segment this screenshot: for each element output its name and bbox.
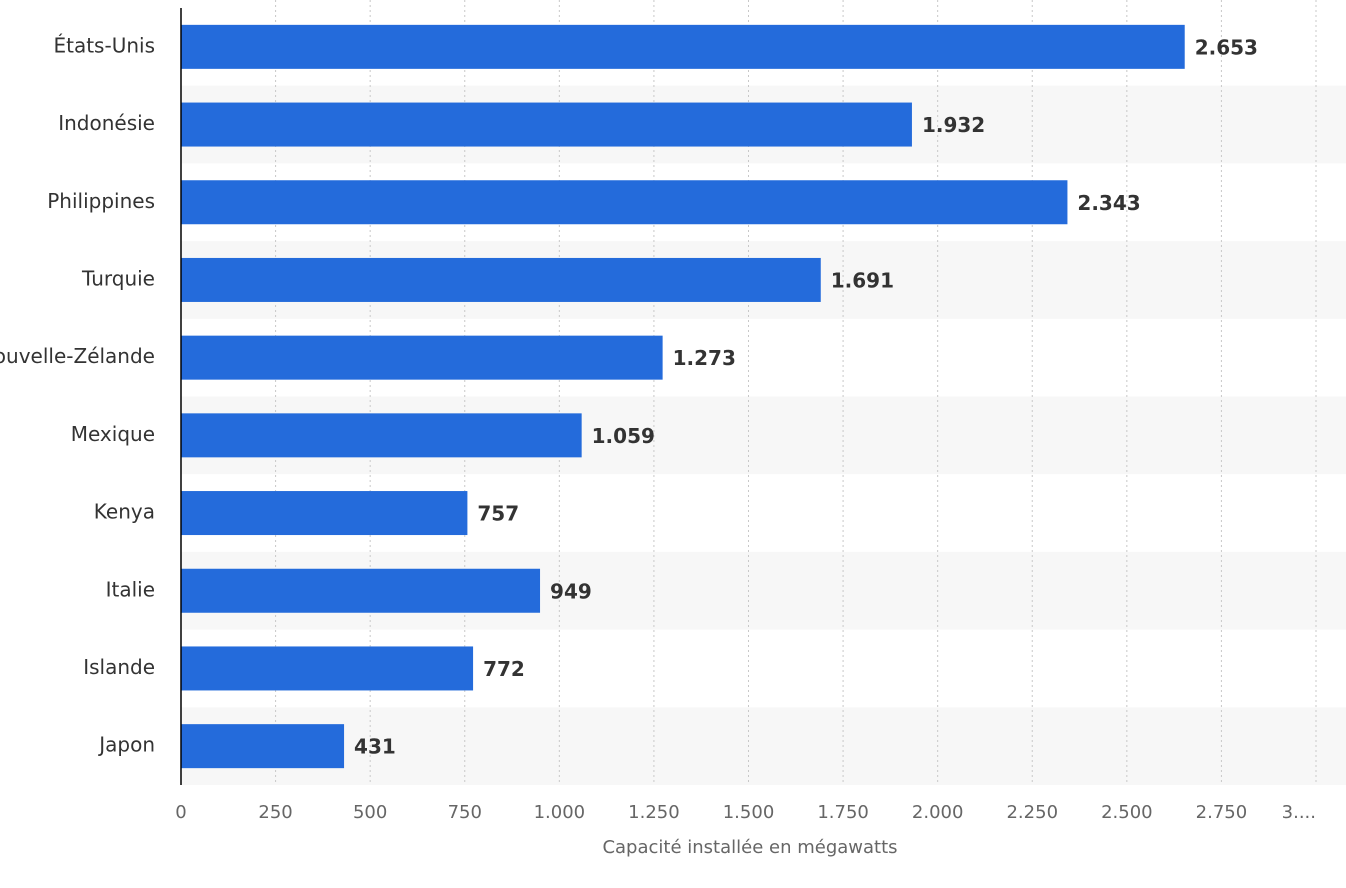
- x-tick-label: 1.750: [817, 802, 869, 823]
- value-label: 949: [550, 579, 592, 603]
- y-tick-label: États-Unis: [53, 33, 155, 57]
- x-tick-label: 250: [258, 802, 292, 823]
- value-label: 2.343: [1077, 191, 1140, 215]
- x-tick-label: 2.750: [1196, 802, 1248, 823]
- x-tick-label: 2.250: [1006, 802, 1058, 823]
- value-label: 772: [483, 657, 525, 681]
- value-label: 1.059: [592, 424, 655, 448]
- bar: [181, 646, 474, 691]
- value-label: 1.691: [831, 268, 894, 292]
- x-tick-label: 2.500: [1101, 802, 1153, 823]
- bar: [181, 180, 1068, 225]
- y-tick-label: Italie: [106, 577, 155, 601]
- bar: [181, 491, 468, 536]
- x-tick-label: 3....: [1282, 802, 1316, 823]
- y-tick-label: Kenya: [94, 500, 155, 524]
- bar: [181, 724, 345, 769]
- bar: [181, 413, 582, 458]
- y-tick-label: Islande: [83, 655, 155, 679]
- x-tick-label: 1.250: [628, 802, 680, 823]
- x-tick-label: 500: [353, 802, 387, 823]
- bar: [181, 102, 912, 147]
- row-band: [181, 707, 1346, 785]
- bar: [181, 568, 541, 613]
- x-tick-label: 1.500: [723, 802, 775, 823]
- value-label: 1.932: [922, 113, 985, 137]
- x-tick-label: 0: [175, 802, 186, 823]
- x-tick-label: 750: [448, 802, 482, 823]
- x-axis-label: Capacité installée en mégawatts: [602, 837, 897, 858]
- y-tick-label: Mexique: [71, 422, 155, 446]
- y-tick-label: Turquie: [81, 266, 155, 290]
- value-label: 757: [477, 502, 519, 526]
- value-label: 1.273: [673, 346, 736, 370]
- x-tick-label: 1.000: [534, 802, 586, 823]
- value-label: 2.653: [1195, 35, 1258, 59]
- bar: [181, 335, 663, 380]
- y-tick-label: Japon: [97, 733, 155, 757]
- y-tick-label: Philippines: [47, 189, 155, 213]
- x-tick-label: 2.000: [912, 802, 964, 823]
- y-tick-label: Nouvelle-Zélande: [0, 344, 155, 368]
- bar: [181, 257, 821, 302]
- bar: [181, 24, 1185, 69]
- y-tick-label: Indonésie: [58, 111, 155, 135]
- value-label: 431: [354, 735, 396, 759]
